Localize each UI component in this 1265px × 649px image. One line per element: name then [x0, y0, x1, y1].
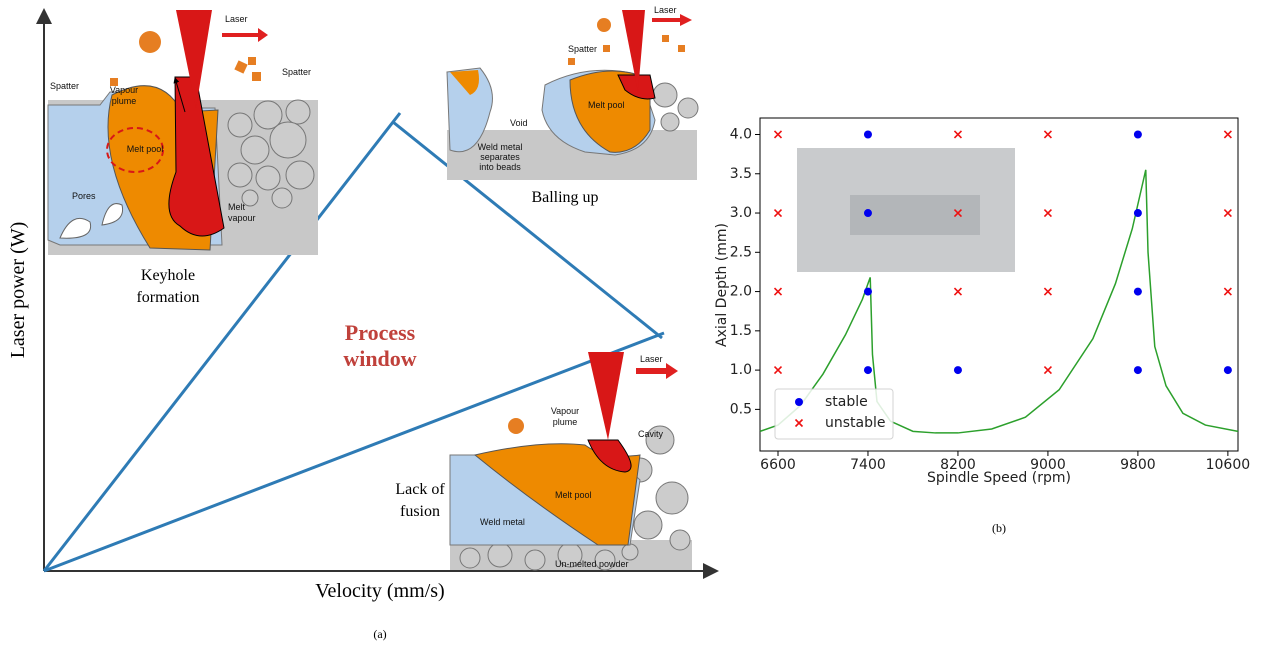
x-tick-label: 6600 — [760, 457, 796, 473]
point — [1224, 366, 1232, 374]
label: plume — [112, 96, 137, 106]
x-tick-label: 10600 — [1206, 457, 1251, 473]
label: Vapour — [551, 406, 579, 416]
label: separates — [480, 152, 520, 162]
y-tick-label: 3.0 — [730, 205, 752, 221]
x-tick-label: 7400 — [850, 457, 886, 473]
point — [864, 288, 872, 296]
balling-illustration: Laser Spatter Melt pool Void Weld metal … — [447, 5, 698, 206]
label: Pores — [72, 191, 96, 201]
point — [1134, 209, 1142, 217]
label: Keyhole — [141, 267, 195, 284]
label: plume — [553, 417, 578, 427]
caption: (a) — [373, 627, 386, 641]
point — [864, 209, 872, 217]
legend-label: unstable — [825, 415, 886, 431]
point — [1134, 130, 1142, 138]
label: Weld metal — [478, 142, 523, 152]
label: fusion — [400, 503, 440, 520]
point — [1134, 288, 1142, 296]
label: Spatter — [282, 67, 311, 77]
y-tick-label: 4.0 — [730, 126, 752, 142]
point — [864, 130, 872, 138]
legend-label: stable — [825, 394, 868, 410]
lack-of-fusion-illustration: Laser Vapour plume Cavity Melt pool Weld… — [395, 352, 692, 570]
x-tick-label: 9000 — [1030, 457, 1066, 473]
y-tick-label: 1.5 — [730, 323, 752, 339]
label: Melt pool — [555, 490, 592, 500]
label: Spatter — [50, 81, 79, 91]
y-tick-label: 2.5 — [730, 244, 752, 260]
annotation: window — [343, 346, 416, 371]
label: Void — [510, 118, 528, 128]
caption: (b) — [992, 521, 1006, 535]
figure: Laser power (W) Velocity (mm/s) (a) Proc… — [0, 0, 1265, 649]
y-tick-label: 3.5 — [730, 166, 752, 182]
label: Balling up — [531, 189, 598, 206]
y-tick-label: 2.0 — [730, 284, 752, 300]
label: Laser — [654, 5, 677, 15]
label: Un-melted powder — [555, 559, 629, 569]
y-tick-label: 1.0 — [730, 362, 752, 378]
label: Melt pool — [127, 144, 164, 154]
point — [1134, 366, 1142, 374]
label: into beads — [479, 162, 521, 172]
panel-b: Spindle Speed (rpm) Axial Depth (mm) (b)… — [714, 118, 1250, 535]
label: formation — [136, 289, 199, 306]
axis-title: Velocity (mm/s) — [315, 580, 444, 602]
point — [954, 366, 962, 374]
label: Laser — [225, 14, 248, 24]
label: Cavity — [638, 429, 664, 439]
label: Melt pool — [588, 100, 625, 110]
panel-a: Laser power (W) Velocity (mm/s) (a) Proc… — [7, 5, 715, 641]
label: Lack of — [395, 481, 445, 498]
label: Melt — [228, 202, 246, 212]
y-axis-title: Axial Depth (mm) — [714, 223, 730, 347]
annotation: Process — [345, 320, 416, 345]
label: vapour — [228, 213, 256, 223]
x-tick-label: 8200 — [940, 457, 976, 473]
axis-title: Laser power (W) — [7, 222, 29, 359]
legend-marker — [795, 398, 803, 406]
keyhole-illustration: Laser Vapour plume Spatter Spatter Melt … — [48, 10, 318, 306]
y-tick-label: 0.5 — [730, 401, 752, 417]
label: Vapour — [110, 85, 138, 95]
label: Laser — [640, 354, 663, 364]
x-tick-label: 9800 — [1120, 457, 1156, 473]
label: Spatter — [568, 44, 597, 54]
label: Weld metal — [480, 517, 525, 527]
point — [864, 366, 872, 374]
